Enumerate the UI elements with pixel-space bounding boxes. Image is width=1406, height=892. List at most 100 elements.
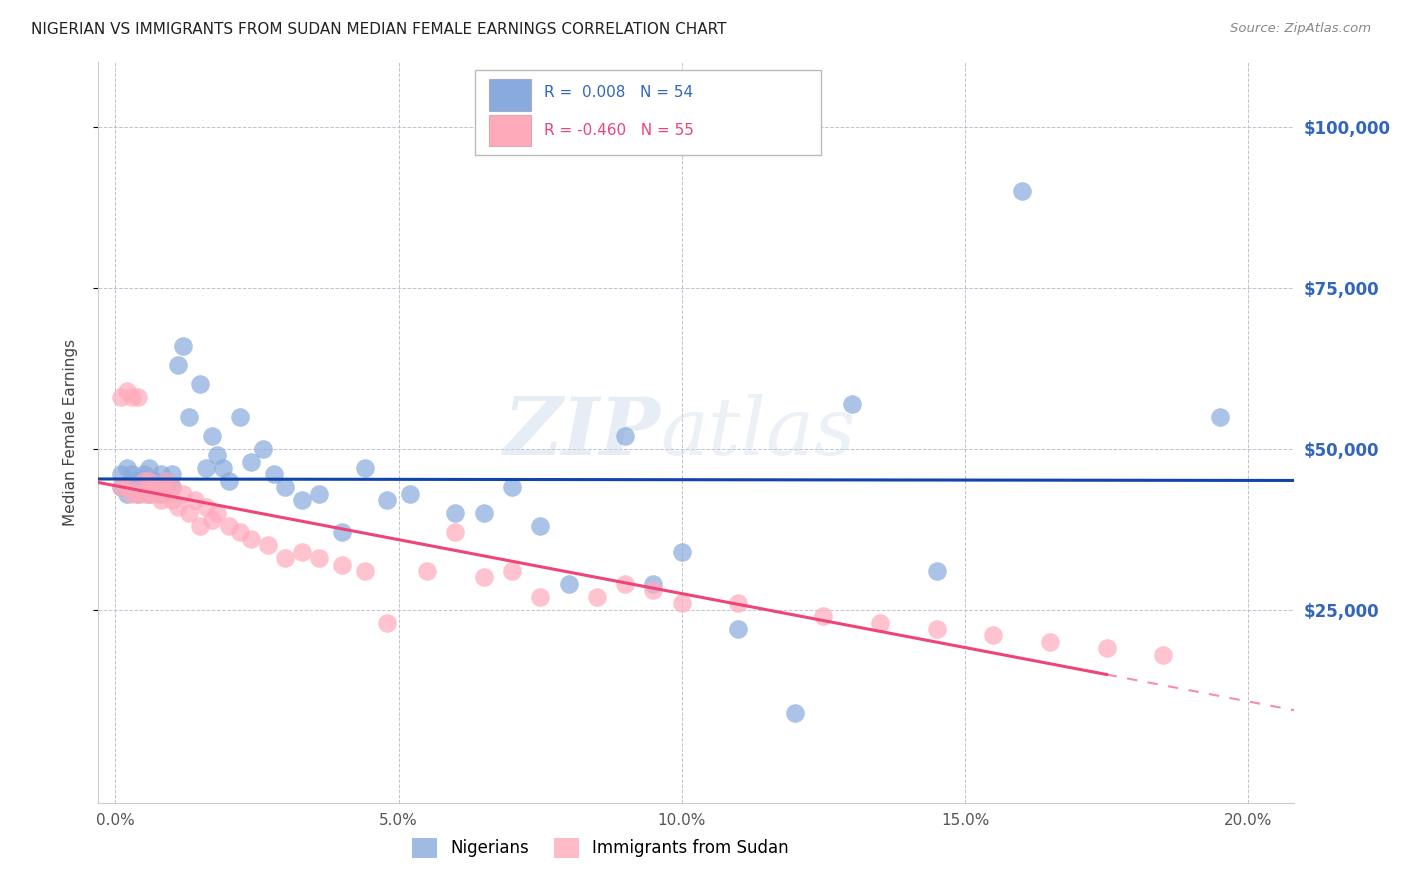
Point: [207, 448, 229, 462]
Point: [110, 480, 132, 494]
FancyBboxPatch shape: [475, 70, 821, 155]
Point: [132, 480, 155, 494]
Point: [121, 390, 143, 404]
Point: [529, 519, 551, 533]
Point: [841, 397, 863, 411]
Point: [143, 487, 166, 501]
Point: [201, 512, 224, 526]
Point: [925, 564, 948, 578]
Point: [1209, 409, 1232, 424]
Point: [218, 519, 240, 533]
Point: [127, 390, 149, 404]
Point: [501, 564, 523, 578]
Point: [155, 474, 177, 488]
Point: [115, 480, 138, 494]
Point: [149, 467, 172, 482]
Point: [1011, 184, 1033, 198]
Point: [529, 590, 551, 604]
Point: [138, 461, 160, 475]
Text: Source: ZipAtlas.com: Source: ZipAtlas.com: [1230, 22, 1371, 36]
Point: [155, 480, 177, 494]
Text: R = -0.460   N = 55: R = -0.460 N = 55: [544, 123, 695, 138]
Point: [160, 480, 183, 494]
Point: [1039, 635, 1062, 649]
Point: [291, 545, 314, 559]
Point: [869, 615, 891, 630]
Point: [121, 467, 143, 482]
Point: [399, 487, 422, 501]
Point: [557, 577, 579, 591]
Point: [240, 454, 263, 468]
Point: [586, 590, 609, 604]
Point: [138, 487, 160, 501]
Point: [291, 493, 314, 508]
Point: [353, 564, 375, 578]
Point: [783, 706, 806, 720]
Point: [115, 461, 138, 475]
Point: [138, 487, 160, 501]
Point: [229, 525, 252, 540]
Y-axis label: Median Female Earnings: Median Female Earnings: [63, 339, 77, 526]
Point: [138, 474, 160, 488]
Point: [727, 596, 749, 610]
Text: NIGERIAN VS IMMIGRANTS FROM SUDAN MEDIAN FEMALE EARNINGS CORRELATION CHART: NIGERIAN VS IMMIGRANTS FROM SUDAN MEDIAN…: [31, 22, 727, 37]
Point: [166, 500, 188, 514]
Legend: Nigerians, Immigrants from Sudan: Nigerians, Immigrants from Sudan: [405, 831, 796, 865]
Text: ZIP: ZIP: [503, 394, 661, 471]
Point: [375, 615, 398, 630]
Point: [813, 609, 835, 624]
Point: [110, 480, 132, 494]
Point: [727, 622, 749, 636]
Point: [110, 390, 132, 404]
Point: [353, 461, 375, 475]
Point: [132, 467, 155, 482]
Point: [614, 429, 637, 443]
Point: [671, 596, 693, 610]
Bar: [489, 115, 531, 146]
Text: atlas: atlas: [661, 394, 855, 471]
Point: [149, 493, 172, 508]
Point: [127, 487, 149, 501]
Point: [149, 487, 172, 501]
Point: [212, 461, 235, 475]
Point: [444, 506, 467, 520]
Point: [330, 558, 353, 572]
Point: [132, 487, 155, 501]
Point: [160, 493, 183, 508]
Point: [127, 474, 149, 488]
Point: [375, 493, 398, 508]
Point: [143, 480, 166, 494]
Point: [143, 474, 166, 488]
Point: [1095, 641, 1118, 656]
Point: [115, 487, 138, 501]
Point: [155, 474, 177, 488]
Point: [472, 570, 495, 584]
Point: [263, 467, 285, 482]
Point: [183, 493, 205, 508]
Point: [330, 525, 353, 540]
Point: [501, 480, 523, 494]
Point: [160, 480, 183, 494]
Point: [115, 384, 138, 398]
Point: [252, 442, 274, 456]
Point: [172, 339, 194, 353]
Point: [981, 628, 1004, 642]
Point: [143, 480, 166, 494]
Point: [155, 487, 177, 501]
Point: [110, 467, 132, 482]
Point: [614, 577, 637, 591]
Point: [274, 480, 297, 494]
Point: [472, 506, 495, 520]
Point: [274, 551, 297, 566]
Point: [177, 506, 200, 520]
Point: [229, 409, 252, 424]
Point: [195, 500, 218, 514]
Point: [127, 487, 149, 501]
Point: [207, 506, 229, 520]
Point: [132, 474, 155, 488]
Point: [444, 525, 467, 540]
Point: [172, 487, 194, 501]
Point: [1152, 648, 1174, 662]
Point: [166, 358, 188, 372]
Point: [218, 474, 240, 488]
